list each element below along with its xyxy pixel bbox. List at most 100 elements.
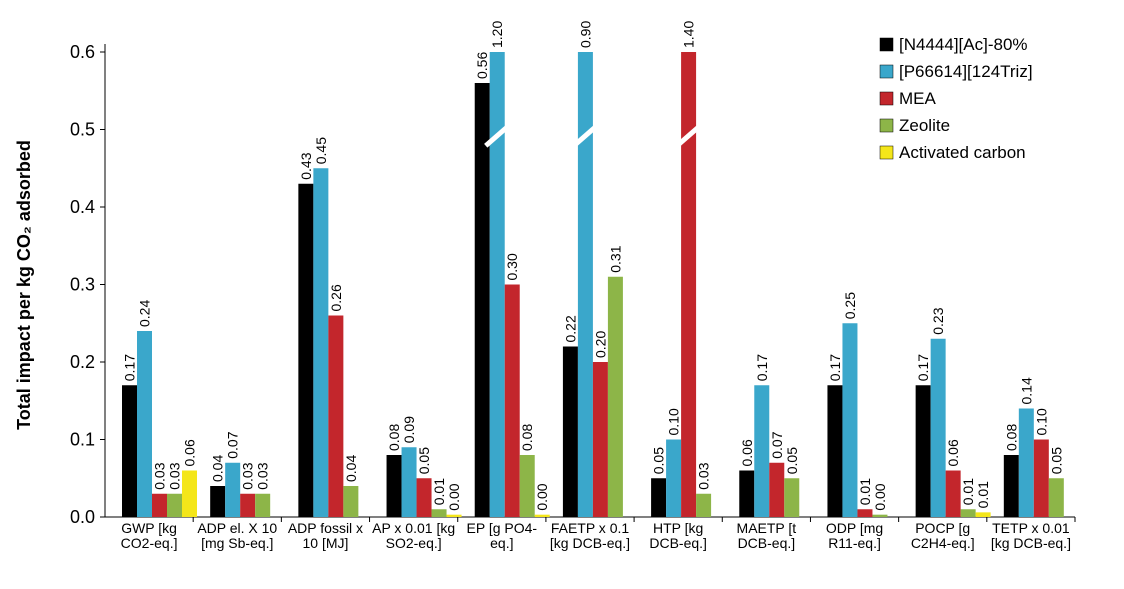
bar [504, 284, 520, 517]
bar [313, 168, 329, 517]
value-label: 0.04 [210, 455, 226, 482]
bar [1003, 455, 1019, 517]
bar [298, 183, 314, 517]
bar [607, 276, 623, 517]
bar [577, 52, 593, 517]
value-label: 0.01 [960, 478, 976, 505]
legend-swatch [879, 145, 894, 160]
bar [562, 346, 578, 517]
x-tick-label: MAETP [t DCB-eq.] [736, 520, 797, 551]
bar [122, 385, 137, 517]
legend-label: Activated carbon [899, 143, 1026, 162]
value-label: 0.01 [431, 478, 447, 505]
axis-break [572, 123, 599, 148]
bar [489, 52, 505, 517]
value-label: 0.03 [696, 462, 712, 489]
bar [651, 478, 667, 517]
bar [784, 478, 800, 517]
bar [681, 52, 697, 517]
value-label: 0.14 [1018, 377, 1034, 404]
y-tick-label: 0.5 [70, 120, 95, 140]
value-label: 0.10 [1033, 408, 1049, 435]
value-label: 0.08 [519, 424, 535, 451]
bar [842, 323, 858, 517]
legend-label: MEA [899, 89, 937, 108]
value-label: 0.01 [975, 481, 991, 508]
value-label: 0.31 [607, 245, 623, 272]
value-label: 0.05 [416, 447, 432, 474]
value-label: 0.04 [343, 455, 359, 482]
value-label: 0.17 [915, 354, 931, 381]
value-label: 0.08 [386, 424, 402, 451]
bar [1048, 478, 1064, 517]
value-label: 0.07 [769, 431, 785, 458]
value-label: 0.17 [122, 354, 138, 381]
bar [210, 486, 226, 517]
bar [872, 514, 888, 517]
y-axis-label: Total impact per kg CO₂ adsorbed [14, 140, 34, 430]
value-label: 0.03 [240, 462, 256, 489]
value-label: 0.06 [945, 439, 961, 466]
value-label: 0.56 [474, 52, 490, 79]
value-label: 0.08 [1003, 424, 1019, 451]
value-label: 0.10 [666, 408, 682, 435]
x-tick-label: FAETP x 0.1 [kg DCB-eq.] [549, 520, 631, 551]
value-label: 0.05 [784, 447, 800, 474]
bar [960, 509, 976, 517]
x-tick-label: GWP [kg CO2-eq.] [120, 520, 178, 551]
value-label: 0.01 [857, 478, 873, 505]
value-label: 0.05 [1048, 447, 1064, 474]
legend-label: Zeolite [899, 116, 950, 135]
axis-break [675, 123, 702, 148]
x-tick-label: POCP [g C2H4-eq.] [910, 520, 975, 551]
legend-swatch [879, 37, 894, 52]
bar [255, 493, 271, 517]
bar [534, 514, 550, 517]
x-tick-label: ODP [mg R11-eq.] [825, 520, 884, 551]
value-label: 0.25 [842, 292, 858, 319]
axis-break [484, 123, 511, 148]
bar [592, 362, 608, 517]
bar [827, 385, 843, 517]
bar [666, 439, 682, 517]
value-label: 0.24 [137, 300, 153, 327]
bar [225, 462, 241, 517]
bar [915, 385, 931, 517]
bar [446, 514, 462, 517]
y-tick-label: 0.4 [70, 197, 95, 217]
bar [240, 493, 256, 517]
bar [696, 493, 712, 517]
value-label: 0.07 [225, 431, 241, 458]
value-label: 1.20 [489, 21, 505, 48]
value-label: 0.03 [167, 462, 183, 489]
bar [474, 83, 490, 517]
bar [739, 470, 755, 517]
value-label: 0.22 [562, 315, 578, 342]
value-label: 0.45 [313, 137, 329, 164]
bar [930, 338, 946, 517]
value-label: 0.20 [592, 331, 608, 358]
y-tick-label: 0.1 [70, 430, 95, 450]
bar [343, 486, 359, 517]
legend-swatch [879, 64, 894, 79]
bar [182, 470, 197, 517]
legend-label: [P66614][124Triz] [899, 62, 1033, 81]
value-label: 0.43 [298, 152, 314, 179]
y-tick-label: 0.0 [70, 507, 95, 527]
legend-swatch [879, 118, 894, 133]
value-label: 0.26 [328, 284, 344, 311]
bar [754, 385, 770, 517]
bar [401, 447, 417, 517]
bar [431, 509, 447, 517]
x-tick-label: HTP [kg DCB-eq.] [649, 520, 707, 551]
bar [945, 470, 961, 517]
y-tick-label: 0.3 [70, 275, 95, 295]
value-label: 0.30 [504, 253, 520, 280]
value-label: 0.00 [872, 483, 888, 510]
bar [416, 478, 432, 517]
bar [386, 455, 402, 517]
bar [519, 455, 535, 517]
value-label: 0.90 [577, 21, 593, 48]
value-label: 0.06 [739, 439, 755, 466]
